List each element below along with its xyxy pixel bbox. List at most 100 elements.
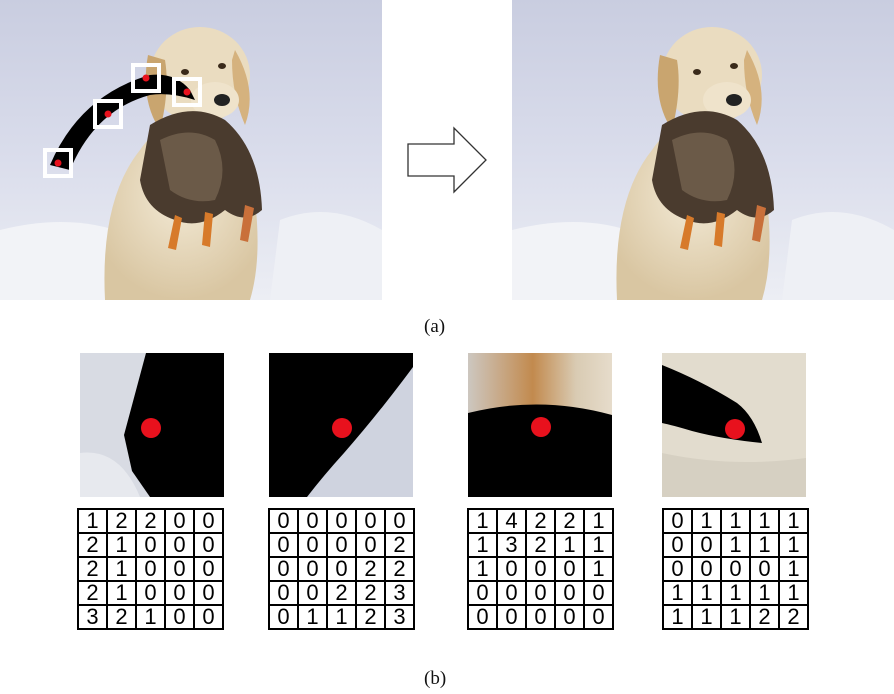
grid-cell: 1 xyxy=(720,580,751,606)
grid-cell: 0 xyxy=(268,580,299,606)
grid-cell: 1 xyxy=(467,556,498,582)
grid-cell: 1 xyxy=(662,604,693,630)
grid-cell: 0 xyxy=(525,556,556,582)
grid-cell: 0 xyxy=(662,556,693,582)
grid-cell: 2 xyxy=(135,508,166,534)
grid-cell: 2 xyxy=(355,580,386,606)
grid-cell: 0 xyxy=(554,580,585,606)
grid-cell: 0 xyxy=(135,532,166,558)
grid-cell: 0 xyxy=(164,580,195,606)
grid-cell: 0 xyxy=(297,556,328,582)
grid-cell: 2 xyxy=(77,556,108,582)
grid-cell: 1 xyxy=(135,604,166,630)
inpainted-result-image xyxy=(512,0,894,300)
grid-cell: 0 xyxy=(193,508,224,534)
grid-cell: 0 xyxy=(326,532,357,558)
grid-cell: 0 xyxy=(268,532,299,558)
grid-cell: 1 xyxy=(749,580,780,606)
grid-cell: 0 xyxy=(496,580,527,606)
grid-cell: 0 xyxy=(164,604,195,630)
grid-cell: 1 xyxy=(720,604,751,630)
grid-cell: 0 xyxy=(525,604,556,630)
grid-cell: 1 xyxy=(778,532,809,558)
grid-cell: 0 xyxy=(193,556,224,582)
grid-cell: 0 xyxy=(164,556,195,582)
grid-cell: 1 xyxy=(778,556,809,582)
grid-cell: 0 xyxy=(297,580,328,606)
grid-cell: 0 xyxy=(135,580,166,606)
grid-cell: 2 xyxy=(106,508,137,534)
grid-cell: 0 xyxy=(297,532,328,558)
grid-cell: 0 xyxy=(268,604,299,630)
grid-cell: 3 xyxy=(384,604,415,630)
grid-cell: 0 xyxy=(193,532,224,558)
grid-cell: 0 xyxy=(691,556,722,582)
grid-cell: 2 xyxy=(525,508,556,534)
grid-cell: 1 xyxy=(106,532,137,558)
patch-1 xyxy=(80,353,224,497)
grid-cell: 0 xyxy=(554,604,585,630)
grid-cell: 0 xyxy=(326,556,357,582)
grid-cell: 1 xyxy=(749,532,780,558)
grid-cell: 0 xyxy=(193,580,224,606)
grid-cell: 0 xyxy=(355,532,386,558)
grid-cell: 0 xyxy=(525,580,556,606)
grid-cell: 1 xyxy=(778,508,809,534)
grid-cell: 2 xyxy=(77,580,108,606)
grid-cell: 0 xyxy=(496,556,527,582)
patch-4 xyxy=(662,353,806,497)
grid-cell: 2 xyxy=(106,604,137,630)
grid-cell: 0 xyxy=(193,604,224,630)
grid-cell: 1 xyxy=(778,580,809,606)
grid-cell: 1 xyxy=(583,556,614,582)
grid-cell: 0 xyxy=(720,556,751,582)
grid-cell: 0 xyxy=(355,508,386,534)
grid-cell: 1 xyxy=(554,532,585,558)
original-image-with-mask xyxy=(0,0,382,300)
grid-cell: 1 xyxy=(720,508,751,534)
grid-cell: 1 xyxy=(106,556,137,582)
grid-cell: 0 xyxy=(297,508,328,534)
grid-cell: 1 xyxy=(720,532,751,558)
grid-cell: 2 xyxy=(778,604,809,630)
grid-cell: 3 xyxy=(77,604,108,630)
grid-cell: 1 xyxy=(583,532,614,558)
grid-cell: 0 xyxy=(164,508,195,534)
grid-cell: 3 xyxy=(496,532,527,558)
grid-cell: 0 xyxy=(326,508,357,534)
grid-cell: 0 xyxy=(583,604,614,630)
grid-cell: 1 xyxy=(662,580,693,606)
grid-cell: 1 xyxy=(467,508,498,534)
grid-cell: 1 xyxy=(749,508,780,534)
caption-b: (b) xyxy=(424,668,447,689)
grid-cell: 0 xyxy=(749,556,780,582)
grid-cell: 0 xyxy=(662,508,693,534)
grid-cell: 1 xyxy=(326,604,357,630)
grid-cell: 2 xyxy=(554,508,585,534)
grid-cell: 1 xyxy=(583,508,614,534)
grid-cell: 0 xyxy=(467,604,498,630)
grid-cell: 2 xyxy=(77,532,108,558)
grid-cell: 0 xyxy=(268,508,299,534)
patch-2 xyxy=(269,353,413,497)
grid-cell: 0 xyxy=(496,604,527,630)
grid-cell: 0 xyxy=(583,580,614,606)
patch-3 xyxy=(468,353,612,497)
